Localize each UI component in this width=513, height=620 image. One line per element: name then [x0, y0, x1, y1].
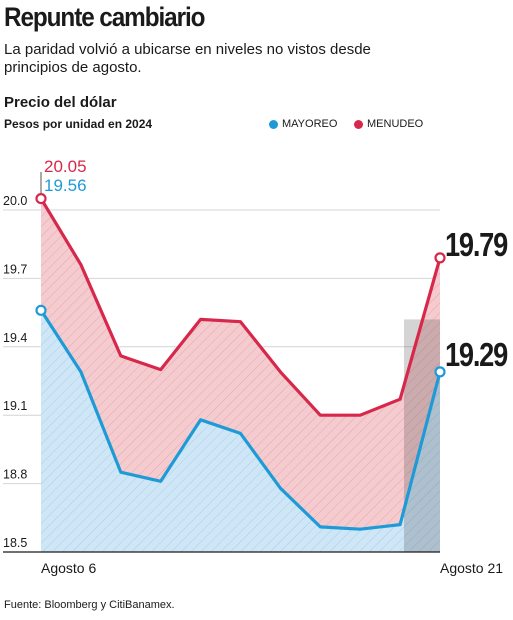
legend-item-mayoreo: MAYOREO [269, 118, 337, 130]
x-tick-label: Agosto 21 [440, 560, 503, 576]
x-tick-label: Agosto 6 [41, 560, 96, 576]
legend-item-menudeo: MENUDEO [354, 118, 423, 130]
mayoreo-line [39, 309, 442, 531]
legend-label-mayoreo: MAYOREO [282, 118, 338, 130]
mayoreo-legend-dot [269, 119, 278, 129]
mayoreo-start-label: 19.56 [44, 176, 87, 195]
mayoreo-area [41, 310, 440, 552]
chart-unit-label: Pesos por unidad en 2024 [4, 117, 153, 131]
y-tick-label: 18.5 [3, 536, 27, 550]
menudeo-legend-dot [354, 119, 363, 129]
y-tick-label: 19.7 [3, 262, 27, 276]
y-tick-label: 19.1 [3, 399, 27, 413]
page-title: Repunte cambiario [4, 2, 205, 32]
y-tick-label: 19.4 [3, 331, 27, 345]
menudeo-start-label: 20.05 [44, 157, 87, 176]
menudeo-area [41, 198, 440, 530]
legend-label-menudeo: MENUDEO [367, 118, 424, 130]
mayoreo-end-label: 19.29 [445, 336, 508, 373]
menudeo-line [39, 197, 442, 417]
source-note: Fuente: Bloomberg y CitiBanamex. [4, 599, 175, 611]
y-tick-label: 20.0 [3, 194, 27, 208]
page-subtitle: La paridad volvió a ubicarse en niveles … [4, 41, 371, 76]
menudeo-start-point [35, 193, 47, 205]
menudeo-end-label: 19.79 [445, 226, 508, 263]
y-tick-label: 18.8 [3, 468, 27, 482]
chart-title: Precio del dólar [4, 94, 117, 111]
mayoreo-start-point [35, 304, 47, 316]
mayoreo-end-point [434, 366, 446, 378]
menudeo-end-point [434, 252, 446, 264]
